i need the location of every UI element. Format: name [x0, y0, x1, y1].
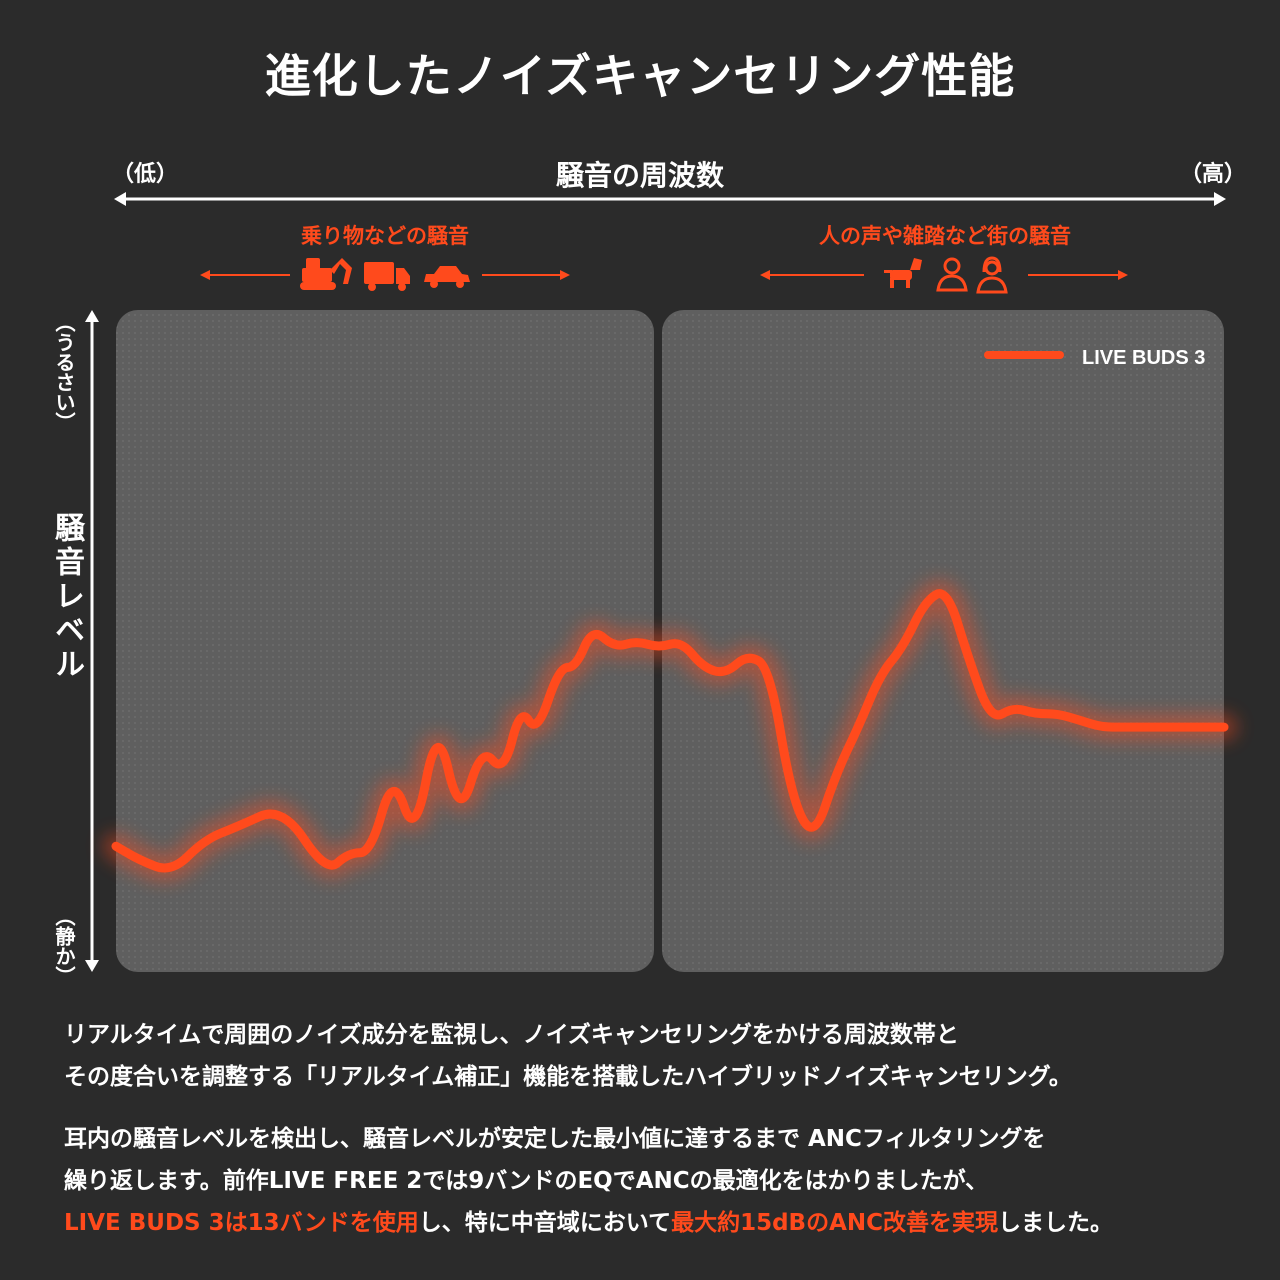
- y-axis-label: 騒音レベル: [49, 512, 84, 682]
- group-arrows-city: [760, 270, 1128, 280]
- x-axis-label: 騒音の周波数: [555, 159, 724, 192]
- group-arrows-vehicles: [200, 270, 570, 280]
- x-axis-arrow: [114, 192, 1226, 206]
- highlight-text: 最大約15dBのANC改善を実現: [671, 1210, 999, 1236]
- car-icon: [424, 266, 470, 288]
- highlight-text: LIVE BUDS 3は13バンドを使用: [64, 1210, 419, 1236]
- description-text: し、特に中音域において: [418, 1210, 672, 1236]
- description-line: 耳内の騒音レベルを検出し、騒音レベルが安定した最小値に達するまで ANCフィルタ…: [64, 1126, 1046, 1152]
- y-axis-top-label: （うるさい）: [52, 312, 76, 432]
- group-label-vehicles: 乗り物などの騒音: [301, 224, 469, 248]
- legend: LIVE BUDS 3: [977, 344, 1205, 369]
- description-paragraph-1: リアルタイムで周囲のノイズ成分を監視し、ノイズキャンセリングをかける周波数帯と …: [64, 1014, 1224, 1098]
- excavator-icon: [300, 258, 352, 290]
- y-axis-arrow: [85, 310, 99, 972]
- truck-icon: [364, 262, 410, 291]
- group-label-city: 人の声や雑踏など街の騒音: [819, 224, 1071, 248]
- description-line: リアルタイムで周囲のノイズ成分を監視し、ノイズキャンセリングをかける周波数帯と: [64, 1022, 959, 1048]
- description-line: 繰り返します。前作LIVE FREE 2では9バンドのEQでANCの最適化をはか…: [64, 1168, 989, 1194]
- legend-entry: LIVE BUDS 3: [1082, 347, 1205, 369]
- man-icon: [936, 257, 968, 292]
- description-paragraph-2: 耳内の騒音レベルを検出し、騒音レベルが安定した最小値に達するまで ANCフィルタ…: [64, 1118, 1224, 1244]
- noise-chart: LIVE BUDS 3: [85, 192, 1237, 972]
- y-axis-bottom-label: （静か）: [52, 906, 76, 986]
- description-line: その度合いを調整する「リアルタイム補正」機能を搭載したハイブリッドノイズキャンセ…: [64, 1064, 1072, 1090]
- woman-icon: [976, 256, 1008, 294]
- description-text: しました。: [998, 1210, 1114, 1236]
- x-axis-high-label: （高）: [1180, 162, 1247, 187]
- x-axis-low-label: （低）: [112, 162, 179, 187]
- series-line-live-buds-3: [111, 589, 1229, 873]
- panel-high: [662, 310, 1224, 972]
- series-line-group: [103, 580, 1237, 881]
- page-title: 進化したノイズキャンセリング性能: [264, 49, 1016, 103]
- description-line: LIVE BUDS 3は13バンドを使用し、特に中音域において最大約15dBのA…: [64, 1202, 1224, 1244]
- dog-icon: [884, 258, 922, 288]
